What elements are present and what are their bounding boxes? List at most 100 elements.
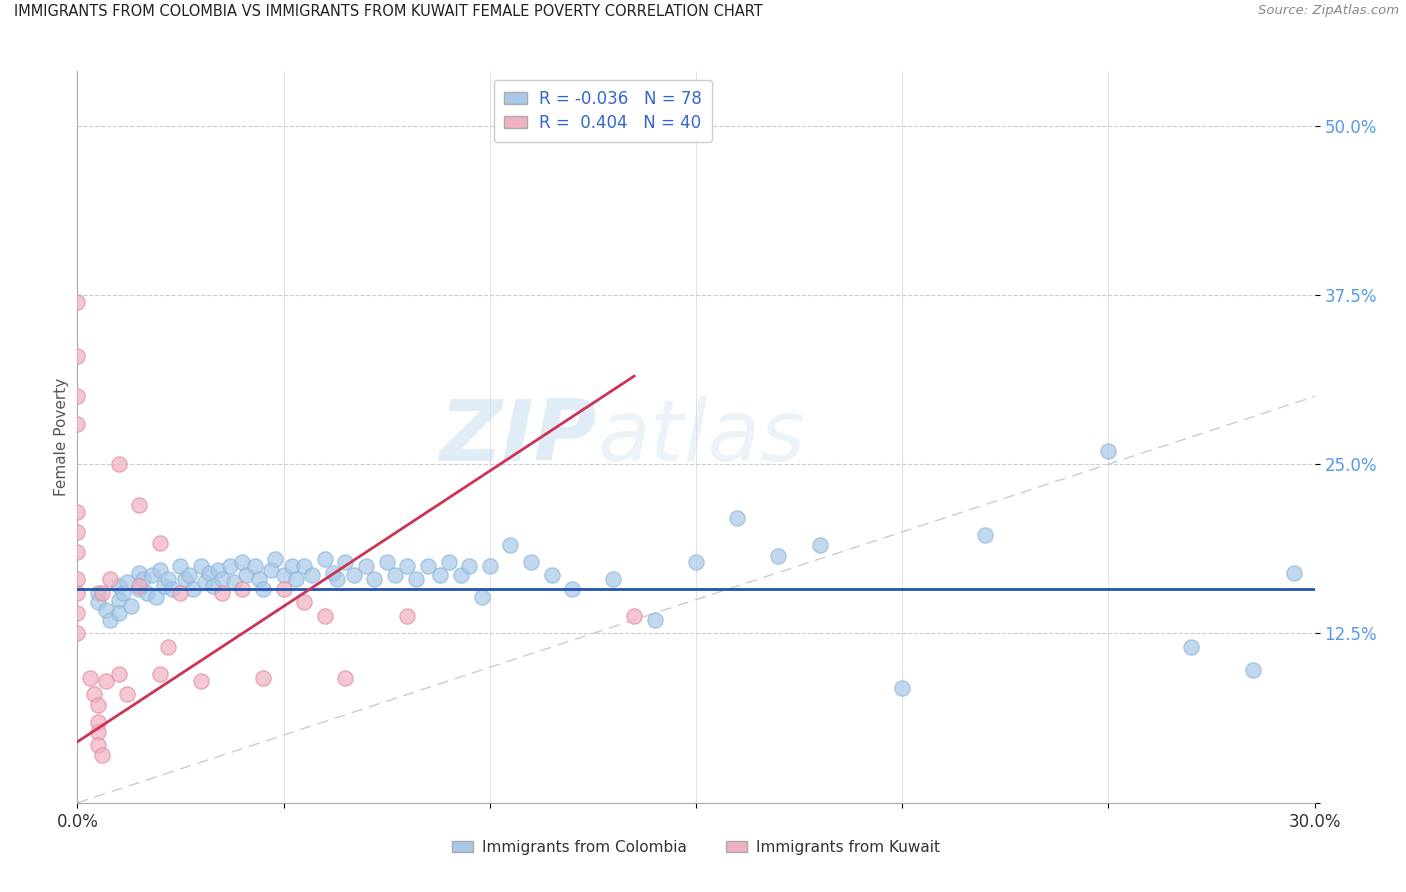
Point bbox=[354, 558, 377, 573]
Point bbox=[98, 613, 121, 627]
Point bbox=[284, 572, 307, 586]
Point bbox=[1097, 443, 1119, 458]
Point bbox=[169, 558, 191, 573]
Point bbox=[107, 457, 129, 471]
Point bbox=[190, 558, 212, 573]
Point bbox=[375, 555, 398, 569]
Point bbox=[396, 558, 419, 573]
Text: atlas: atlas bbox=[598, 395, 806, 479]
Point bbox=[107, 667, 129, 681]
Point bbox=[96, 673, 118, 688]
Point bbox=[540, 568, 562, 582]
Point bbox=[314, 608, 336, 623]
Point bbox=[478, 558, 501, 573]
Point bbox=[202, 579, 225, 593]
Point bbox=[1180, 640, 1202, 654]
Point bbox=[149, 563, 172, 577]
Point bbox=[561, 582, 583, 596]
Point bbox=[87, 725, 110, 739]
Point bbox=[128, 582, 150, 596]
Point bbox=[66, 417, 89, 431]
Point bbox=[66, 389, 89, 403]
Point bbox=[153, 579, 176, 593]
Point bbox=[301, 568, 323, 582]
Point bbox=[273, 568, 295, 582]
Point bbox=[252, 671, 274, 685]
Point bbox=[808, 538, 831, 552]
Point bbox=[107, 606, 129, 620]
Point bbox=[273, 582, 295, 596]
Point bbox=[243, 558, 266, 573]
Text: ZIP: ZIP bbox=[439, 395, 598, 479]
Point bbox=[132, 572, 155, 586]
Point bbox=[768, 549, 790, 564]
Point bbox=[115, 574, 138, 589]
Point bbox=[98, 572, 121, 586]
Point bbox=[120, 599, 142, 614]
Point bbox=[136, 586, 159, 600]
Point bbox=[128, 579, 150, 593]
Point bbox=[177, 568, 200, 582]
Point bbox=[128, 566, 150, 580]
Point bbox=[247, 572, 270, 586]
Point bbox=[335, 671, 357, 685]
Point bbox=[384, 568, 406, 582]
Text: Source: ZipAtlas.com: Source: ZipAtlas.com bbox=[1258, 4, 1399, 18]
Point bbox=[314, 552, 336, 566]
Point bbox=[115, 688, 138, 702]
Point bbox=[96, 603, 118, 617]
Point bbox=[499, 538, 522, 552]
Point bbox=[66, 524, 89, 539]
Point bbox=[194, 574, 217, 589]
Point bbox=[66, 626, 89, 640]
Point bbox=[222, 574, 245, 589]
Point bbox=[111, 586, 134, 600]
Point bbox=[281, 558, 304, 573]
Point bbox=[66, 586, 89, 600]
Point bbox=[149, 667, 172, 681]
Point bbox=[396, 608, 419, 623]
Point bbox=[160, 582, 183, 596]
Point bbox=[326, 572, 349, 586]
Point bbox=[219, 558, 242, 573]
Point bbox=[429, 568, 451, 582]
Point bbox=[252, 582, 274, 596]
Point bbox=[322, 566, 344, 580]
Point bbox=[416, 558, 439, 573]
Point bbox=[87, 595, 110, 609]
Point bbox=[207, 563, 229, 577]
Point bbox=[1282, 566, 1305, 580]
Point bbox=[602, 572, 624, 586]
Point bbox=[405, 572, 427, 586]
Point bbox=[107, 579, 129, 593]
Point bbox=[644, 613, 666, 627]
Point bbox=[450, 568, 472, 582]
Point bbox=[145, 590, 167, 604]
Point bbox=[87, 738, 110, 752]
Point bbox=[157, 640, 180, 654]
Point bbox=[83, 688, 105, 702]
Y-axis label: Female Poverty: Female Poverty bbox=[53, 378, 69, 496]
Point bbox=[231, 582, 253, 596]
Point bbox=[1241, 663, 1264, 677]
Point bbox=[66, 294, 89, 309]
Point bbox=[973, 527, 995, 541]
Point bbox=[87, 586, 110, 600]
Point bbox=[211, 572, 233, 586]
Point bbox=[520, 555, 543, 569]
Point bbox=[292, 558, 315, 573]
Point bbox=[91, 586, 114, 600]
Point bbox=[66, 349, 89, 363]
Point bbox=[141, 568, 163, 582]
Point bbox=[260, 563, 283, 577]
Point bbox=[685, 555, 707, 569]
Point bbox=[66, 505, 89, 519]
Point bbox=[157, 572, 180, 586]
Point bbox=[87, 698, 110, 713]
Point bbox=[181, 582, 204, 596]
Point bbox=[335, 555, 357, 569]
Point bbox=[363, 572, 385, 586]
Point bbox=[149, 535, 172, 549]
Point bbox=[437, 555, 460, 569]
Point bbox=[169, 586, 191, 600]
